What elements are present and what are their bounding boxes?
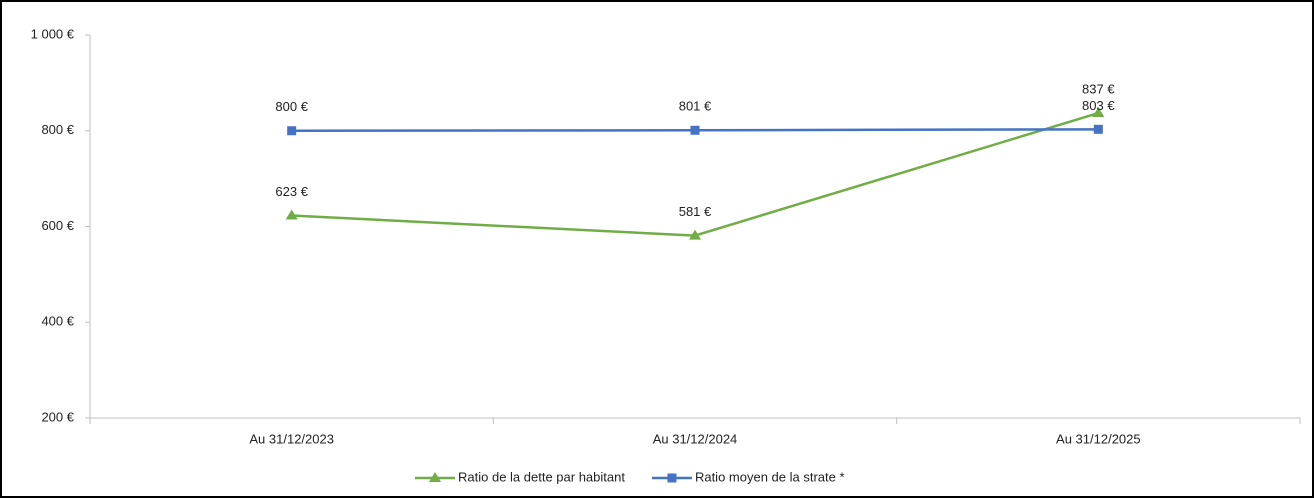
legend-marker [667, 473, 677, 483]
legend-label: Ratio moyen de la strate * [695, 469, 845, 484]
data-label: 623 € [275, 184, 308, 199]
legend-label: Ratio de la dette par habitant [458, 469, 625, 484]
data-label: 581 € [679, 204, 712, 219]
legend-marker [429, 472, 441, 482]
data-label: 837 € [1082, 81, 1115, 96]
y-tick-label: 800 € [41, 122, 74, 137]
y-tick-label: 200 € [41, 409, 74, 424]
y-tick-label: 1 000 € [31, 26, 75, 41]
x-tick-label: Au 31/12/2024 [653, 431, 738, 446]
data-point [285, 209, 298, 220]
data-label: 800 € [275, 99, 308, 114]
data-point [689, 229, 701, 240]
data-point [287, 126, 297, 136]
x-tick-label: Au 31/12/2025 [1056, 431, 1141, 446]
data-point [1092, 107, 1105, 118]
data-label: 801 € [679, 99, 712, 114]
data-point [690, 125, 700, 135]
y-tick-label: 400 € [41, 314, 74, 329]
data-label: 803 € [1082, 98, 1115, 113]
data-point [1093, 124, 1103, 134]
x-tick-label: Au 31/12/2023 [249, 431, 334, 446]
y-tick-label: 600 € [41, 218, 74, 233]
